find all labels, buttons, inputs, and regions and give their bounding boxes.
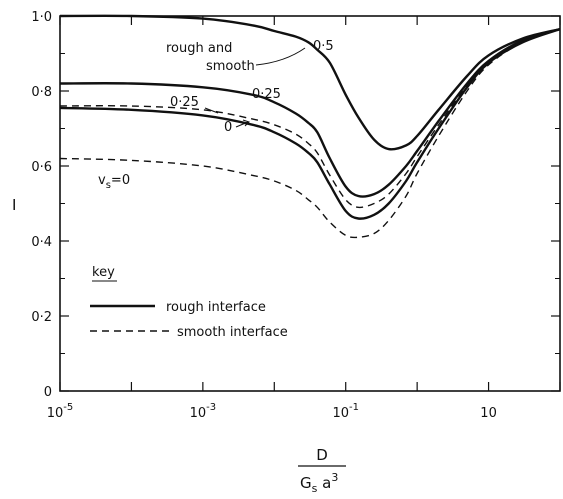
annotation-smooth: smooth [206,59,255,74]
annotation-leader-0 [235,121,249,128]
x-axis: 10-5 10-3 10-1 10 [47,16,561,421]
y-axis: 0 0·2 0·4 0·6 0·8 1·0 [31,10,560,400]
annotation-label-0: 0 [224,120,232,135]
series-layer [59,14,561,239]
annotation-vs-0: vs=0 [98,173,130,191]
x-tick-label: 10-5 [47,402,74,421]
annotation-label-0-25-smooth: 0·25 [170,95,199,110]
y-tick-label: 0·6 [31,160,52,175]
legend-label-rough: rough interface [166,300,266,315]
legend: key rough interface smooth interface [90,265,288,340]
y-tick-label: 1·0 [31,10,52,25]
annotation-label-0-25-rough: 0·25 [252,87,281,102]
x-axis-title-numerator: D [316,446,328,464]
series-line-4-dashed [59,28,561,209]
y-tick-label: 0·2 [31,310,52,325]
annotation-leader-rough-smooth [255,47,306,66]
y-tick-label: 0 [44,385,52,400]
annotation-leader-0-arrow [242,119,250,127]
series-line-5-dashed [59,28,561,239]
x-tick-label: 10-3 [190,402,217,421]
x-axis-title-denominator: Gs a3 [300,471,338,495]
series-line-2-solid [59,27,561,198]
annotation-label-0-5: 0·5 [313,39,334,54]
y-tick-label: 0·4 [31,235,52,250]
annotation-rough-and: rough and [166,41,232,56]
y-axis-title: I [12,196,16,214]
x-tick-label: 10 [480,406,497,421]
y-tick-label: 0·8 [31,85,52,100]
x-axis-title: D Gs a3 [298,446,346,495]
legend-label-smooth: smooth interface [177,325,288,340]
annotation-leader-0-25 [204,107,219,114]
plot-frame [59,15,561,392]
series-line-1-solid [59,14,561,151]
x-tick-label: 10-1 [332,402,359,421]
series-line-3-solid [59,27,561,220]
legend-title: key [92,265,115,280]
